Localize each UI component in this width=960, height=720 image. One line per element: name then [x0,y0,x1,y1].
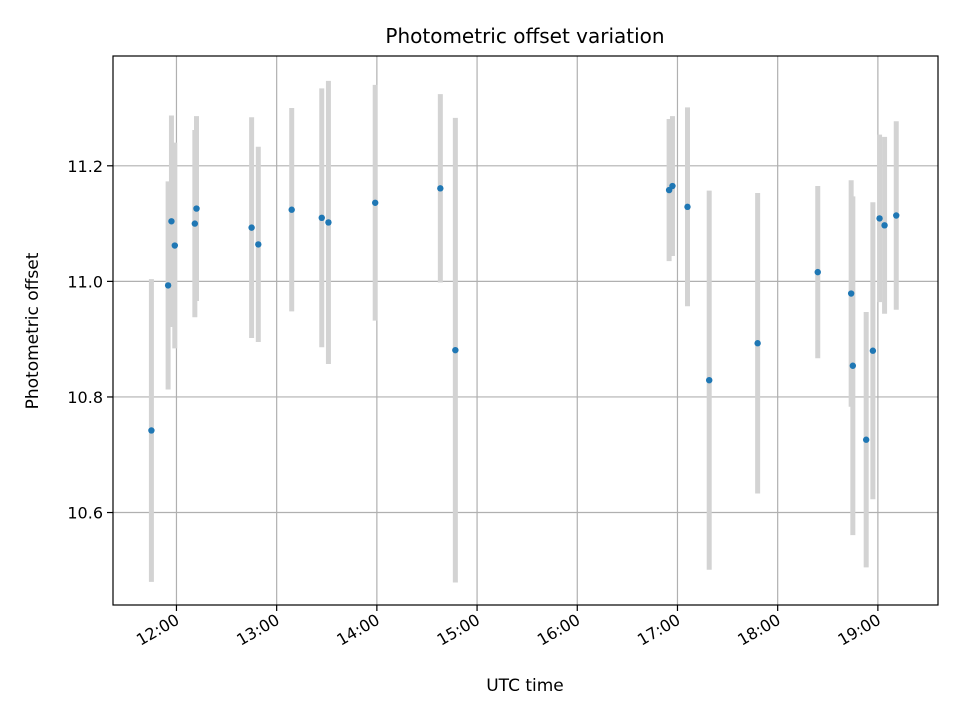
data-point [876,215,883,222]
data-point [881,222,888,229]
data-point [191,220,199,227]
data-point [168,218,175,225]
data-point [437,185,444,192]
data-point [847,290,855,297]
data-point [248,224,255,231]
x-axis-label: UTC time [486,676,564,696]
y-tick-label: 11.0 [67,272,103,291]
data-point [255,241,262,248]
data-point [193,205,200,212]
data-point [288,206,295,213]
data-point [684,203,691,211]
data-point [171,242,178,249]
data-point [893,212,900,219]
y-tick-label: 10.6 [67,504,103,523]
data-point [452,346,459,354]
y-axis-label: Photometric offset [23,252,43,409]
y-tick-label: 10.8 [67,388,103,407]
data-point [669,182,676,190]
plot-frame [112,55,939,606]
data-point [318,214,325,222]
data-point [862,436,870,443]
data-point [148,427,155,434]
data-point [754,340,761,347]
data-point [869,347,877,354]
y-tick-label: 11.2 [67,157,103,176]
markers [148,182,900,443]
data-point [706,376,713,384]
chart-title: Photometric offset variation [385,24,664,48]
data-point [849,362,857,369]
data-point [371,199,379,206]
data-point [325,219,332,226]
data-point [814,268,821,276]
data-point [164,282,172,289]
y-axis-ticks: 10.6 10.8 11.0 11.2 [67,157,113,523]
